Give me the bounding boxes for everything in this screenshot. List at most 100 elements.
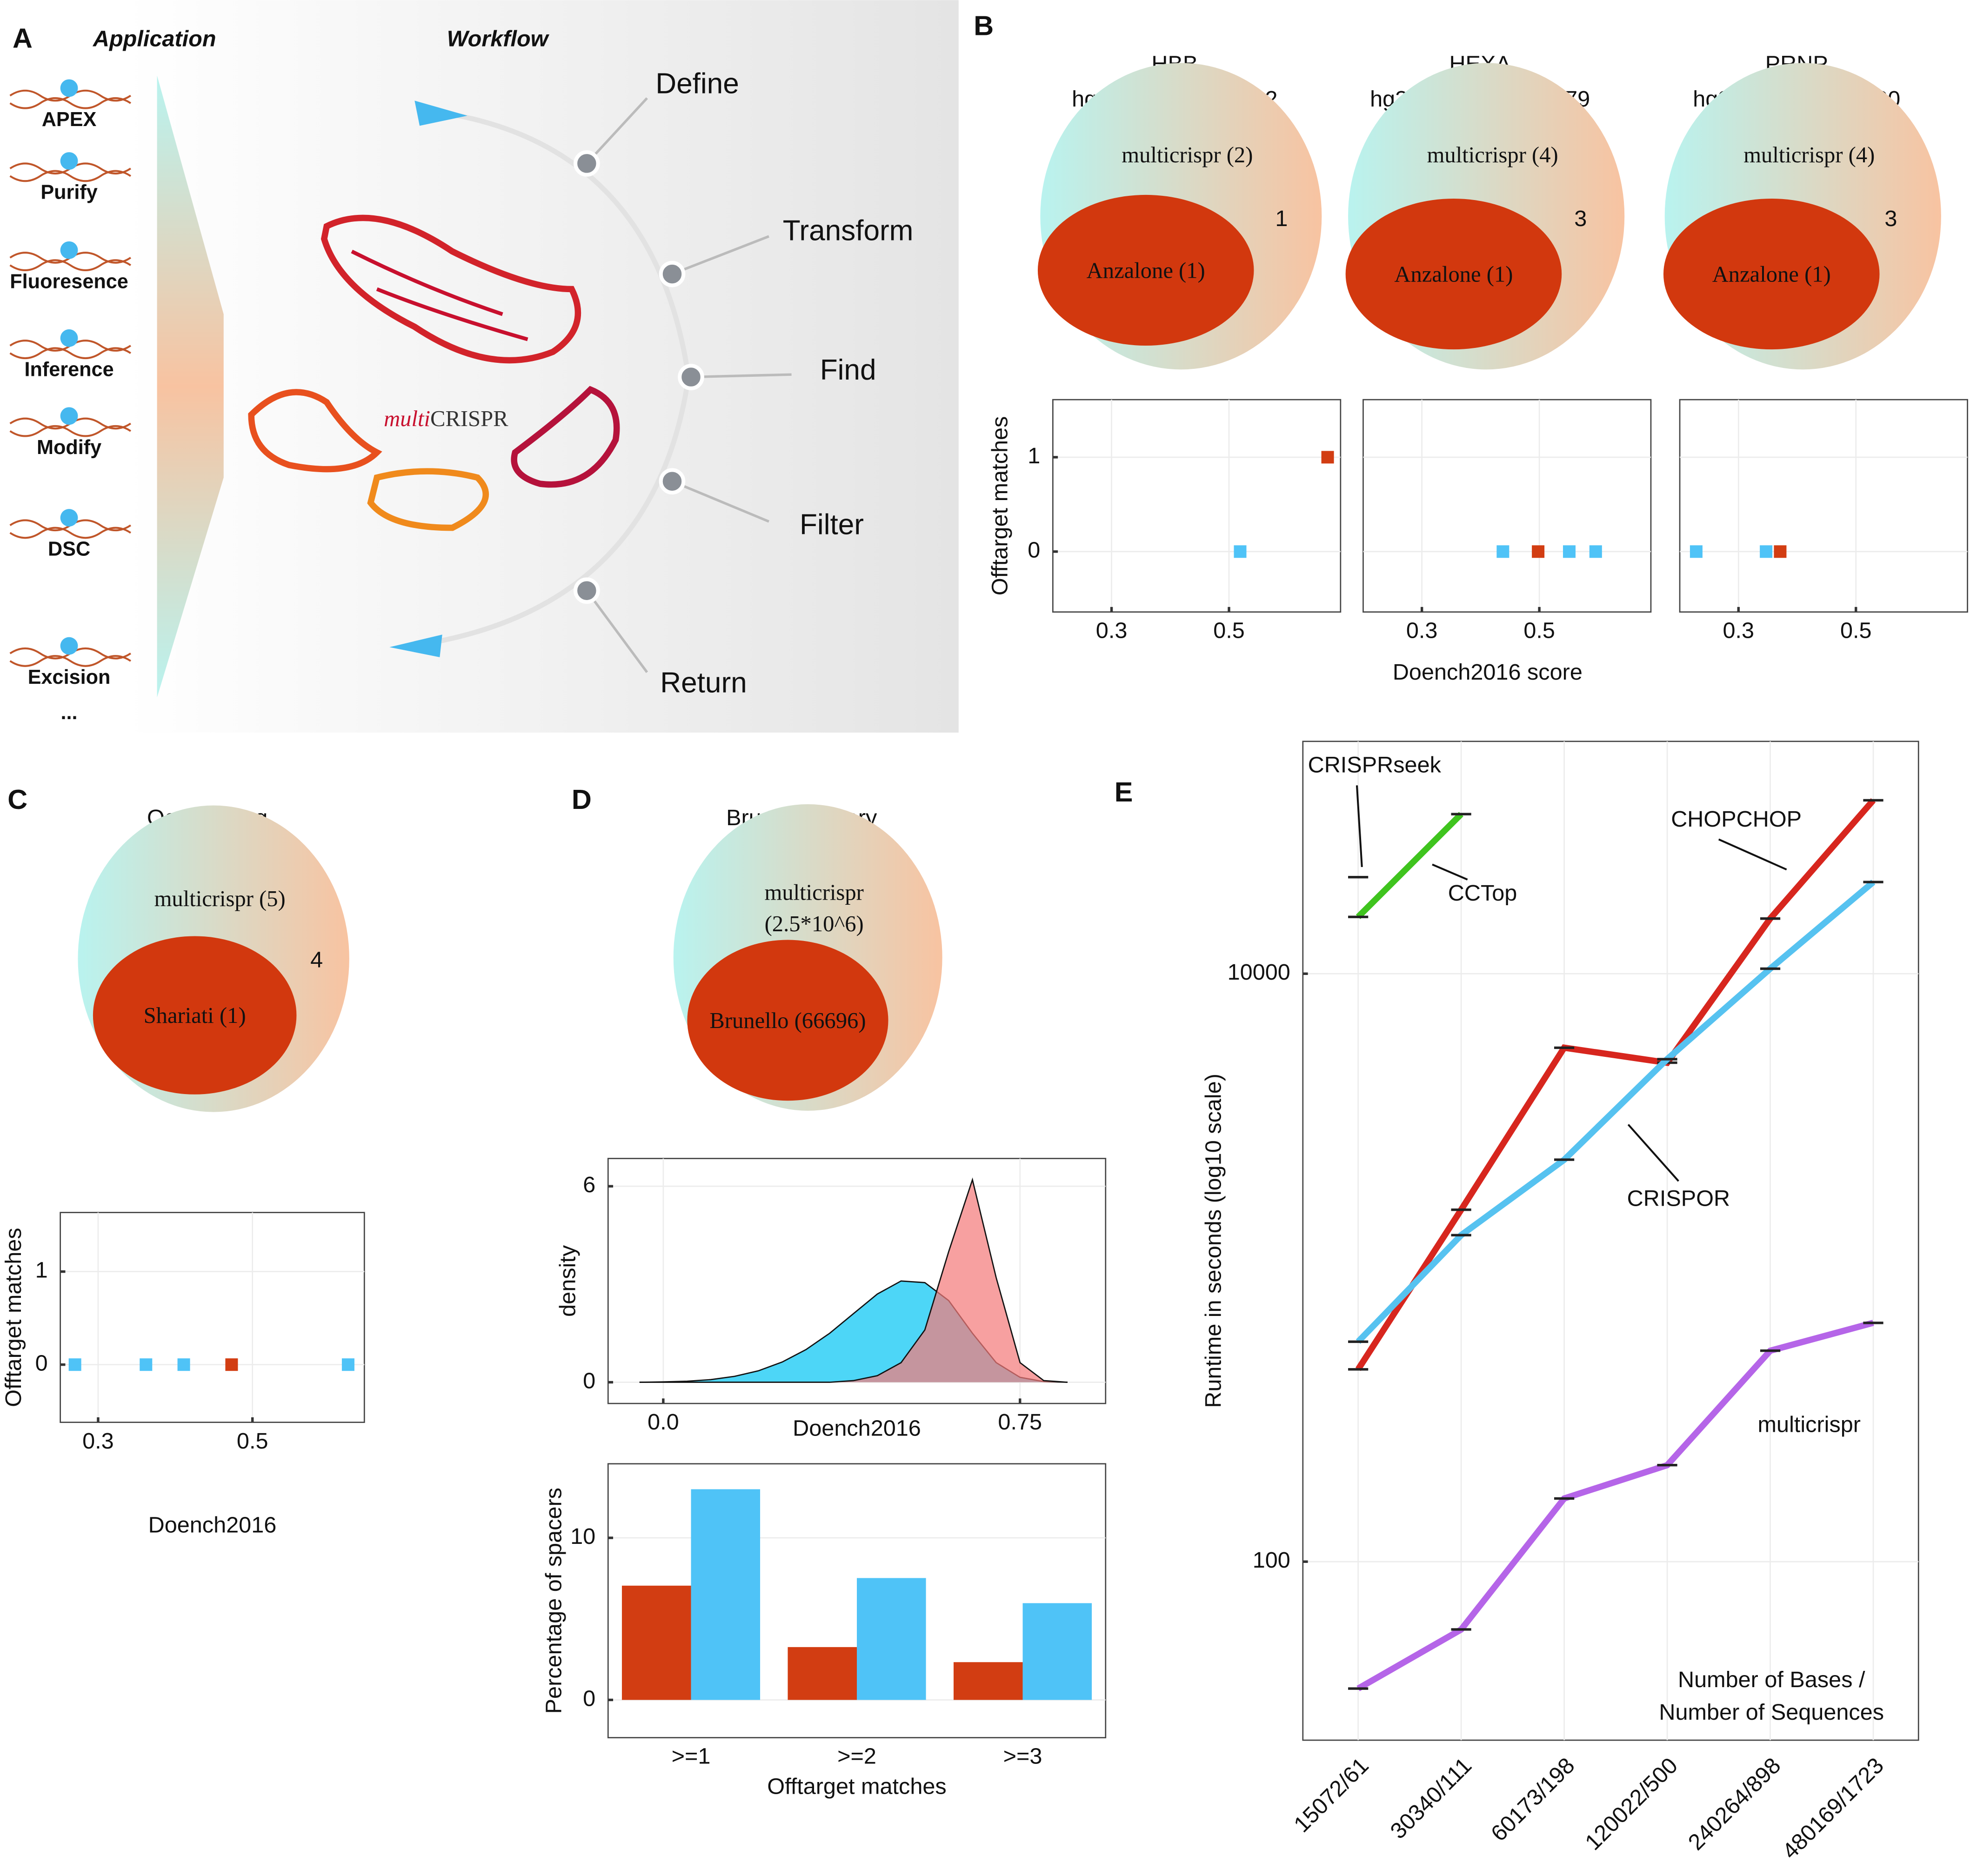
y-tick-label: 10000 bbox=[1228, 960, 1290, 985]
y-axis-label: Percentage of spacers bbox=[541, 1488, 567, 1714]
point bbox=[1496, 545, 1509, 558]
application-label: Modify bbox=[37, 436, 101, 459]
x-tick-label: 0.3 bbox=[82, 1429, 114, 1454]
x-tick-label: 0.3 bbox=[1096, 618, 1128, 643]
logo: multiCRISPR bbox=[384, 406, 508, 431]
application-label: Fluoresence bbox=[10, 270, 128, 293]
bar bbox=[788, 1647, 857, 1700]
logo-suffix: CRISPR bbox=[430, 406, 508, 431]
venn-inner bbox=[1345, 199, 1562, 350]
application-icon bbox=[60, 241, 78, 259]
y-axis-label: Runtime in seconds (log10 scale) bbox=[1201, 1074, 1226, 1408]
series-line bbox=[1356, 880, 1876, 1344]
step-connectors bbox=[586, 97, 792, 673]
point bbox=[1589, 545, 1602, 558]
series-line bbox=[1356, 812, 1463, 919]
density-line bbox=[639, 1177, 1068, 1383]
application-label: Inference bbox=[25, 358, 114, 381]
x-axis-label: Doench2016 bbox=[148, 1513, 277, 1538]
series-label: CRISPOR bbox=[1627, 1186, 1730, 1211]
venn-inner bbox=[93, 936, 297, 1095]
x-tick-label: 15072/61 bbox=[1289, 1753, 1374, 1837]
workflow-step: Define bbox=[655, 67, 739, 100]
y-tick-label: 10 bbox=[570, 1524, 595, 1549]
x-tick-label: 240264/898 bbox=[1683, 1753, 1786, 1855]
y-tick-label: 0 bbox=[583, 1368, 595, 1393]
x-tick-label: 0.3 bbox=[1723, 618, 1755, 643]
point bbox=[1563, 545, 1576, 558]
application-icon bbox=[60, 637, 78, 655]
x-tick-label: >=2 bbox=[837, 1744, 876, 1769]
point bbox=[140, 1358, 153, 1371]
x-tick-label: 120022/500 bbox=[1580, 1753, 1683, 1855]
bar bbox=[857, 1578, 926, 1700]
plot-frame bbox=[1052, 399, 1342, 613]
plot-frame bbox=[60, 1212, 365, 1423]
y-tick-label: 0 bbox=[1028, 538, 1040, 563]
logo-prefix: multi bbox=[384, 406, 430, 431]
series-line bbox=[1355, 798, 1876, 1371]
y-axis-label: density bbox=[555, 1245, 580, 1317]
venn-outer-only: 3 bbox=[1574, 206, 1587, 231]
y-tick-label: 0 bbox=[583, 1686, 595, 1711]
x-tick-label: 0.5 bbox=[1213, 618, 1245, 643]
arrow-head bbox=[389, 634, 442, 657]
point bbox=[1690, 545, 1703, 558]
venn-inner-label: Anzalone (1) bbox=[1087, 258, 1205, 283]
application-icon bbox=[60, 79, 78, 97]
plot-frame bbox=[1679, 399, 1968, 613]
application-title: Application bbox=[93, 27, 216, 52]
point bbox=[1234, 545, 1247, 558]
application-icon bbox=[60, 152, 78, 170]
plot-frame bbox=[1302, 741, 1919, 1741]
bar bbox=[621, 1585, 691, 1700]
panel-label: C bbox=[7, 784, 27, 815]
application-icon bbox=[60, 407, 78, 425]
venn-outer-label: multicrispr (4) bbox=[1743, 142, 1875, 167]
panel-a-background bbox=[126, 0, 959, 733]
point bbox=[68, 1358, 81, 1371]
bar bbox=[691, 1489, 761, 1700]
leader-line bbox=[1718, 838, 1787, 871]
venn-inner bbox=[1037, 194, 1254, 346]
panel-label: A bbox=[13, 22, 33, 53]
series-line bbox=[1356, 1320, 1874, 1691]
point bbox=[225, 1358, 238, 1371]
application-label: Purify bbox=[40, 181, 97, 204]
workflow-step: Return bbox=[660, 667, 747, 699]
venn-outer-only: 3 bbox=[1884, 206, 1897, 231]
x-axis-label: Doench2016 score bbox=[1393, 660, 1583, 685]
series-label: CHOPCHOP bbox=[1671, 807, 1802, 832]
x-tick-label: >=1 bbox=[672, 1744, 711, 1769]
x-tick-label: 0.5 bbox=[1840, 618, 1872, 643]
x-tick-label: 0.75 bbox=[998, 1409, 1042, 1435]
point bbox=[177, 1358, 190, 1371]
point bbox=[1532, 545, 1545, 558]
y-tick-label: 0 bbox=[35, 1351, 48, 1376]
application-icon bbox=[60, 329, 78, 347]
x-tick-label: 60173/198 bbox=[1486, 1753, 1580, 1846]
leader-line bbox=[1356, 785, 1363, 868]
logo-blobs bbox=[248, 214, 620, 531]
density-fill bbox=[639, 1180, 1068, 1382]
venn-outer-label: (2.5*10^6) bbox=[765, 911, 864, 936]
venn-outer-only: 1 bbox=[1275, 206, 1288, 231]
bar bbox=[1022, 1603, 1092, 1700]
point bbox=[1760, 545, 1773, 558]
venn-outer-label: multicrispr (2) bbox=[1122, 142, 1253, 167]
x-tick-label: >=3 bbox=[1003, 1744, 1042, 1769]
application-label: ... bbox=[61, 701, 78, 724]
y-tick-label: 1 bbox=[1028, 443, 1040, 468]
leader-line bbox=[1432, 863, 1468, 881]
y-axis-label: Offtarget matches bbox=[987, 416, 1012, 595]
point bbox=[341, 1358, 354, 1371]
x-tick-label: 0.5 bbox=[237, 1429, 268, 1454]
panel-a: Application Workflow APEX Purify Fluoresence… bbox=[9, 27, 913, 724]
point bbox=[1774, 545, 1787, 558]
series-label: CRISPRseek bbox=[1308, 753, 1442, 778]
workflow-step: Find bbox=[820, 354, 876, 386]
panel-label: B bbox=[974, 10, 994, 41]
venn-outer-only: 4 bbox=[310, 947, 323, 972]
